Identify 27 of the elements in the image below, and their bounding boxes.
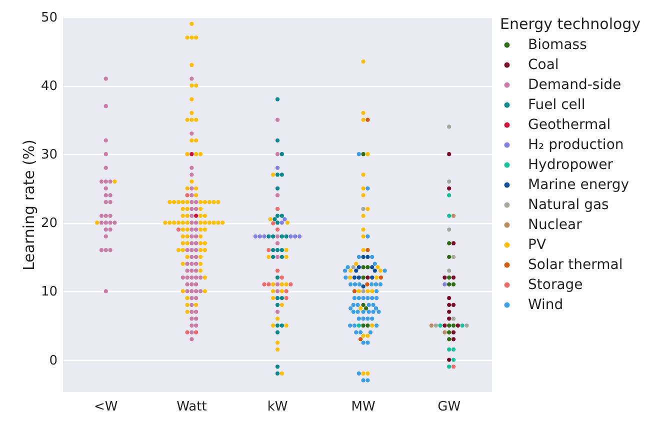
- x-tick-label: kW: [267, 400, 288, 414]
- y-axis-title: Learning rate (%): [20, 139, 38, 271]
- legend-label: Coal: [528, 57, 559, 73]
- legend-label: Geothermal: [528, 117, 611, 133]
- legend-label: PV: [528, 237, 546, 253]
- legend-label: Demand-side: [528, 77, 622, 93]
- legend-label: Hydropower: [528, 157, 614, 173]
- legend-label: Storage: [528, 277, 583, 293]
- legend-title: Energy technology: [500, 15, 641, 33]
- x-tick-label: Watt: [176, 400, 207, 414]
- y-tick-label: 40: [40, 79, 58, 94]
- legend-label: Fuel cell: [528, 97, 586, 113]
- legend-label: Wind: [528, 297, 564, 313]
- legend-label: H₂ production: [528, 137, 624, 153]
- legend-label: Nuclear: [528, 217, 582, 233]
- y-tick-label: 20: [40, 216, 58, 232]
- x-tick-label: <W: [94, 400, 118, 414]
- legend-label: Marine energy: [528, 177, 630, 193]
- y-tick-label: 0: [49, 353, 58, 368]
- y-tick-label: 50: [40, 10, 58, 26]
- y-tick-label: 10: [40, 284, 58, 300]
- x-tick-label: GW: [438, 400, 461, 414]
- x-tick-label: MW: [351, 400, 376, 414]
- y-tick-label: 30: [40, 148, 58, 163]
- legend-label: Natural gas: [528, 197, 609, 213]
- legend-label: Biomass: [528, 37, 587, 53]
- legend-label: Solar thermal: [528, 257, 623, 273]
